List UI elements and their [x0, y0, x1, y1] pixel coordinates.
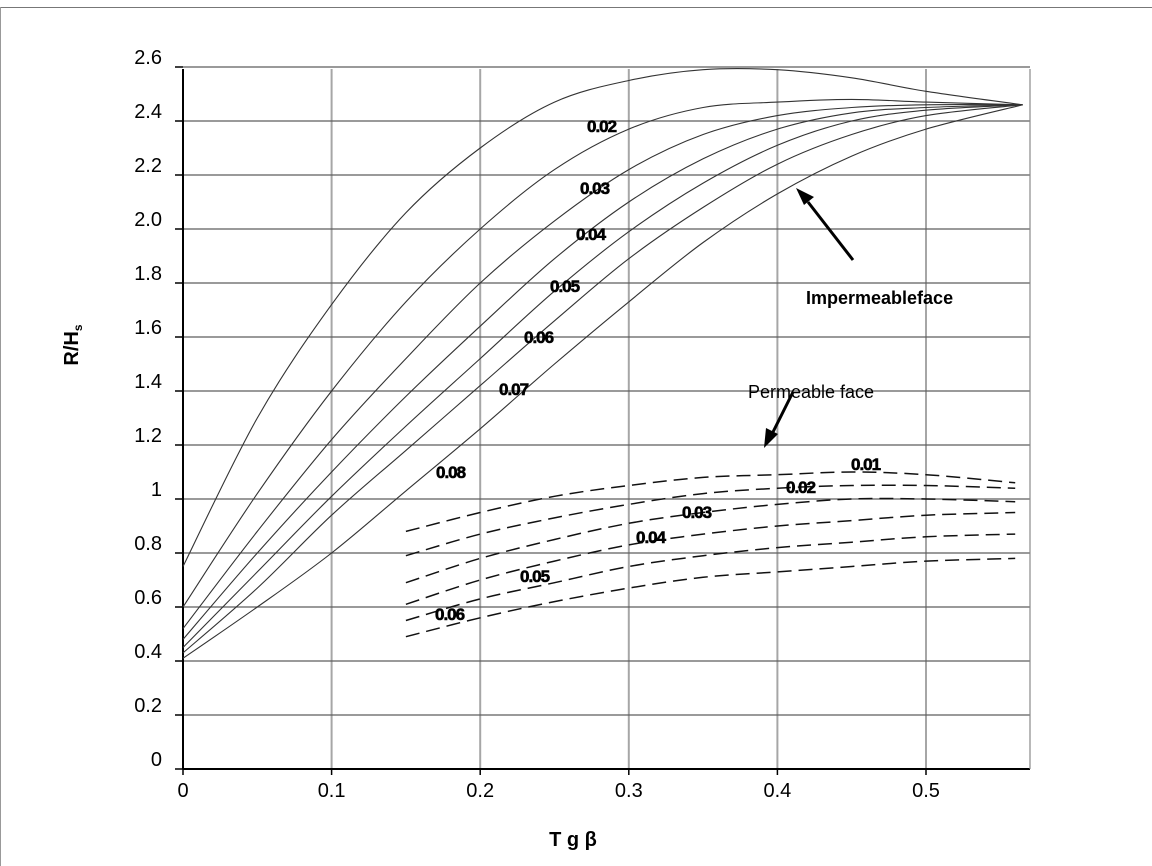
- top-border-rule: [0, 7, 1152, 8]
- impermeable-curve-label: 0.07: [499, 380, 529, 399]
- permeable-curve-label: 0.04: [636, 528, 667, 547]
- annotations: Impermeableface Permeable face: [748, 188, 953, 448]
- y-tick-label: 1.2: [134, 425, 162, 447]
- impermeable-arrow-shaft: [806, 201, 855, 261]
- impermeable-curve-0-04: [182, 104, 1023, 629]
- impermeable-annotation: Impermeableface: [806, 288, 953, 308]
- permeable-annotation: Permeable face: [748, 382, 874, 402]
- permeable-curve-label: 0.06: [435, 605, 465, 624]
- permeable-arrow-shaft: [770, 391, 795, 435]
- permeable-curve-0-04: [405, 511, 1016, 606]
- permeable-curve-label: 0.05: [520, 567, 550, 586]
- x-tick-label: 0.3: [615, 780, 643, 802]
- impermeable-curve-0-03: [182, 98, 1023, 608]
- x-tick-label: 0.4: [763, 780, 791, 802]
- impermeable-curve-0-07: [182, 104, 1023, 654]
- series-lines: [182, 67, 1023, 659]
- y-tick-label: 0.2: [134, 695, 162, 717]
- impermeable-curve-0-08: [182, 104, 1023, 659]
- x-tick-label: 0.2: [466, 780, 494, 802]
- x-axis-title: T g β: [549, 829, 597, 851]
- impermeable-curve-0-06: [182, 104, 1023, 648]
- x-tick-label: 0.5: [912, 780, 940, 802]
- x-tick-label: 0: [177, 780, 188, 802]
- y-tick-label: 0.8: [134, 533, 162, 555]
- impermeable-arrow-head: [796, 188, 814, 205]
- permeable-curve-0-05: [405, 533, 1016, 622]
- tick-labels: 0 0.2 0.4 0.6 0.8 1 1.2 1.4 1.6 1.8 2.0 2.2 2.4 2.6 0 0…: [134, 47, 940, 802]
- curve-labels: 0.02 0.03 0.04 0.05 0.06 0.07 0.08 0.01 0.02 0.03…: [435, 117, 882, 625]
- impermeable-curve-label: 0.03: [580, 179, 610, 198]
- y-tick-label: 2.6: [134, 47, 162, 69]
- impermeable-curve-label: 0.06: [524, 328, 554, 347]
- y-tick-label: 1.8: [134, 263, 162, 285]
- y-tick-label: 1: [151, 479, 162, 501]
- permeable-curve-label: 0.03: [682, 503, 712, 522]
- impermeable-curve-label: 0.04: [576, 225, 607, 244]
- impermeable-curve-label: 0.05: [550, 277, 580, 296]
- permeable-curve-label: 0.01: [851, 455, 881, 474]
- y-tick-label: 0.4: [134, 641, 162, 663]
- y-tick-label: 2.2: [134, 155, 162, 177]
- y-tick-label: 1.6: [134, 317, 162, 339]
- impermeable-curve-label: 0.02: [587, 117, 617, 136]
- left-border-rule: [0, 7, 1, 866]
- y-tick-label: 0: [151, 749, 162, 771]
- y-tick-label: 2.0: [134, 209, 162, 231]
- permeable-curve-0-02: [405, 484, 1016, 557]
- impermeable-curve-0-05: [182, 104, 1023, 640]
- y-tick-label: 1.4: [134, 371, 162, 393]
- impermeable-curve-label: 0.08: [436, 463, 466, 482]
- permeable-curve-label: 0.02: [786, 478, 816, 497]
- y-tick-label: 0.6: [134, 587, 162, 609]
- y-axis-title: R/Hs: [61, 324, 85, 365]
- permeable-arrow-head: [764, 428, 778, 448]
- impermeable-curve-0-02: [182, 67, 1023, 567]
- axes: [175, 66, 1031, 775]
- y-tick-label: 2.4: [134, 101, 162, 123]
- x-tick-label: 0.1: [318, 780, 346, 802]
- permeable-curve-0-03: [405, 497, 1016, 584]
- permeable-curve-0-06: [405, 557, 1016, 638]
- permeable-curve-0-01: [405, 471, 1016, 533]
- grid-lines: [183, 66, 1030, 769]
